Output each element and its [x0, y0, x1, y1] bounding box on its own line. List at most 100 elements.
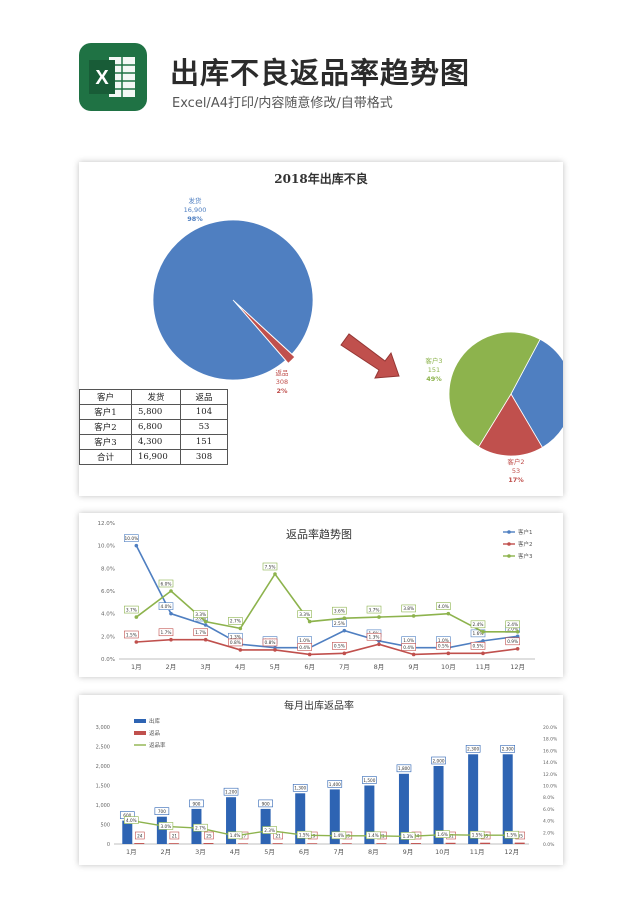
data-label: 3.6% — [334, 609, 345, 615]
bar — [295, 793, 306, 844]
legend-label: 客户2 — [518, 540, 533, 548]
pie-slice-3 — [448, 331, 541, 448]
data-label-box — [504, 830, 520, 839]
data-point — [134, 640, 139, 644]
y2-tick-label: 12.0% — [543, 772, 558, 778]
data-label-box — [435, 830, 450, 838]
data-point — [515, 630, 520, 634]
bar — [329, 789, 340, 844]
data-label-box — [436, 642, 451, 650]
data-label-box — [223, 787, 239, 796]
y-tick-label: 2,500 — [96, 745, 110, 751]
data-label-box — [124, 534, 139, 542]
table-cell: 客户3 — [79, 434, 132, 450]
data-label-box — [228, 638, 243, 647]
data-label-box — [500, 744, 516, 753]
legend-label: 客户1 — [518, 528, 533, 536]
pie-label-pct: 2% — [276, 387, 288, 395]
table-header-cell: 客户 — [79, 389, 132, 405]
data-point — [203, 637, 208, 642]
series-out: 600 700 900 1,200 900 1,300 1,400 1,500 1,800 2,0… — [119, 744, 516, 844]
legend-marker — [507, 554, 511, 558]
data-label-box — [258, 799, 273, 808]
data-label: 21 — [275, 833, 281, 838]
y2-tick-label: 16.0% — [543, 748, 558, 754]
x-tick-label: 2月 — [161, 848, 172, 856]
data-label-box — [158, 579, 174, 588]
data-label: 1.5% — [299, 833, 310, 838]
data-label-box — [154, 807, 170, 815]
y-tick-label: 2,000 — [96, 764, 110, 770]
y2-tick-label: 18.0% — [543, 737, 558, 743]
x-tick-label: 1月 — [131, 663, 142, 671]
data-point — [481, 651, 485, 656]
bar — [433, 766, 444, 844]
data-label-box — [193, 610, 208, 618]
x-tick-label: 4月 — [235, 663, 246, 671]
table-row: 客户2 6,800 53 — [79, 419, 228, 435]
data-label-box — [262, 562, 278, 571]
data-label-box — [169, 831, 180, 840]
data-label-box — [401, 643, 416, 651]
table-cell: 104 — [180, 404, 228, 420]
series-line — [135, 545, 518, 649]
data-point — [446, 651, 451, 656]
table-cell: 53 — [180, 419, 228, 435]
x-tick-label: 9月 — [408, 663, 419, 671]
data-label: 2.0% — [507, 627, 518, 633]
data-label: 3.7% — [369, 607, 380, 613]
data-label: 2,300 — [467, 747, 479, 752]
data-label-box — [505, 620, 520, 629]
data-label: 0.9% — [507, 639, 518, 645]
data-label: 3.0% — [195, 615, 206, 621]
header: X 出库不良返品率趋势图 Excel/A4打印/内容随意修改/自带格式 — [0, 0, 640, 140]
data-label: 3.7% — [126, 607, 137, 613]
table-row: 客户1 5,800 104 — [79, 404, 228, 420]
bar — [272, 843, 283, 844]
data-label-box — [292, 784, 308, 792]
table-header-cell: 发货 — [131, 389, 181, 405]
data-label: 1,500 — [363, 778, 375, 783]
page-subtitle: Excel/A4打印/内容随意修改/自带格式 — [172, 96, 393, 111]
data-label: 1.0% — [438, 638, 449, 644]
data-label-box — [158, 602, 174, 610]
pie-label-pct: 98% — [187, 215, 203, 223]
data-label-box — [158, 628, 174, 637]
x-tick-label: 4月 — [230, 848, 241, 856]
data-label-box — [124, 630, 139, 639]
y-tick-label: 4.0% — [101, 612, 115, 618]
data-point — [377, 615, 381, 619]
data-point — [134, 615, 139, 619]
bar — [134, 843, 145, 844]
bar — [410, 843, 421, 844]
series-2: 1.5% 1.7% 1.7% 0.8% 0.8% 0.4% 0.5% 1.3% 0.4% 0.5%… — [124, 540, 533, 657]
data-point — [377, 642, 381, 647]
data-point — [273, 572, 277, 576]
bar — [468, 754, 479, 844]
data-label: 1.5% — [472, 833, 483, 838]
x-tick-label: 5月 — [270, 663, 281, 671]
x-tick-label: 12月 — [510, 663, 525, 671]
bar — [364, 785, 375, 844]
data-label: 31 — [448, 833, 454, 838]
data-label: 4.0% — [126, 818, 137, 823]
y-tick-label: 8.0% — [101, 566, 115, 572]
y2-tick-label: 14.0% — [543, 760, 558, 766]
data-label: 1.4% — [333, 833, 344, 838]
data-label: 1.4% — [368, 833, 379, 838]
data-label: 3.3% — [195, 612, 206, 618]
data-label-box — [469, 830, 485, 839]
data-label-box — [470, 620, 486, 629]
table-row: 合计 16,900 308 — [79, 449, 228, 465]
data-label: 0.8% — [265, 640, 276, 646]
x-tick-label: 8月 — [374, 663, 385, 671]
data-point — [515, 634, 520, 639]
series-line — [136, 638, 518, 656]
data-point — [307, 652, 312, 657]
pie-slice-2 — [478, 393, 543, 457]
data-label-box — [158, 822, 174, 830]
y-tick-label: 3,000 — [96, 725, 110, 731]
data-point — [169, 589, 173, 593]
table-cell: 合计 — [79, 449, 132, 465]
data-label: 1.4% — [230, 833, 241, 838]
